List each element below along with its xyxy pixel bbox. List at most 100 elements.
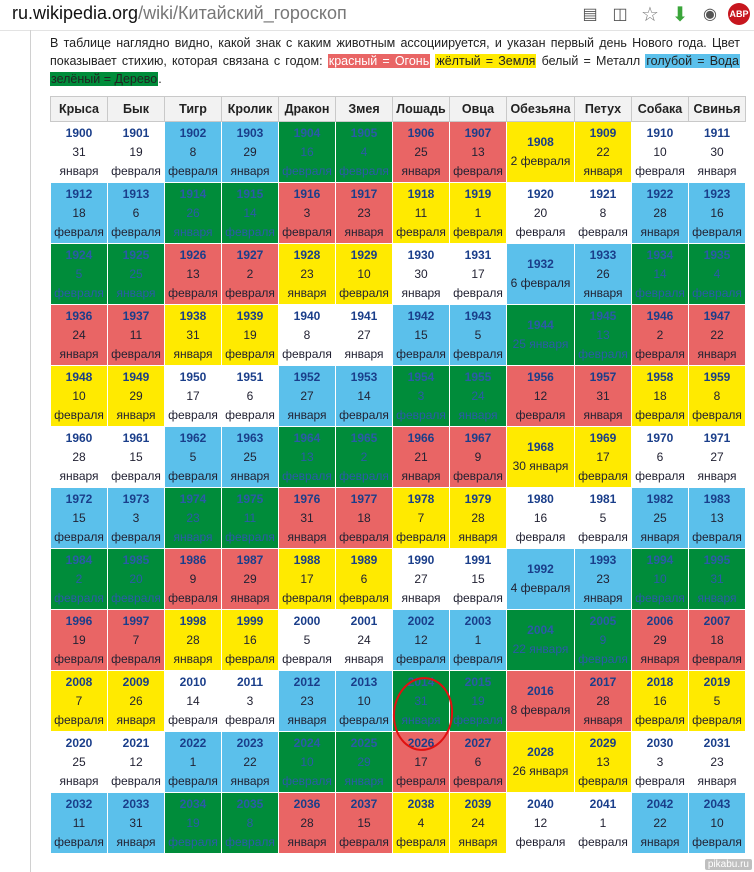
- year-link[interactable]: 1990: [407, 552, 435, 567]
- year-link[interactable]: 1934: [646, 247, 674, 262]
- year-link[interactable]: 1951: [236, 369, 264, 384]
- year-link[interactable]: 1966: [407, 430, 435, 445]
- year-link[interactable]: 1952: [293, 369, 321, 384]
- year-link[interactable]: 2026: [407, 735, 435, 750]
- star-icon[interactable]: ☆: [641, 3, 659, 26]
- year-link[interactable]: 2037: [350, 796, 378, 811]
- year-link[interactable]: 1915: [236, 186, 264, 201]
- year-link[interactable]: 1940: [293, 308, 321, 323]
- year-link[interactable]: 1950: [179, 369, 207, 384]
- year-link[interactable]: 1948: [65, 369, 93, 384]
- year-link[interactable]: 1980: [527, 491, 554, 506]
- year-link[interactable]: 1981: [589, 491, 617, 506]
- year-link[interactable]: 1965: [350, 430, 378, 445]
- year-link[interactable]: 1900: [65, 125, 93, 140]
- year-link[interactable]: 1926: [179, 247, 207, 262]
- year-link[interactable]: 1976: [293, 491, 321, 506]
- year-link[interactable]: 1973: [122, 491, 150, 506]
- year-link[interactable]: 1944: [527, 318, 554, 332]
- year-link[interactable]: 2023: [236, 735, 264, 750]
- year-link[interactable]: 1996: [65, 613, 93, 628]
- year-link[interactable]: 2007: [703, 613, 731, 628]
- year-link[interactable]: 1923: [703, 186, 731, 201]
- year-link[interactable]: 1910: [646, 125, 674, 140]
- year-link[interactable]: 2010: [179, 674, 207, 689]
- year-link[interactable]: 2024: [293, 735, 321, 750]
- year-link[interactable]: 2036: [293, 796, 321, 811]
- year-link[interactable]: 1928: [293, 247, 321, 262]
- year-link[interactable]: 1935: [703, 247, 731, 262]
- year-link[interactable]: 1964: [293, 430, 321, 445]
- year-link[interactable]: 2042: [646, 796, 674, 811]
- year-link[interactable]: 2019: [703, 674, 731, 689]
- year-link[interactable]: 2008: [65, 674, 93, 689]
- address-bar[interactable]: ru.wikipedia.org/wiki/Китайский_гороскоп: [12, 3, 347, 24]
- year-link[interactable]: 1978: [407, 491, 435, 506]
- year-link[interactable]: 2000: [293, 613, 321, 628]
- year-link[interactable]: 1914: [179, 186, 207, 201]
- year-link[interactable]: 1904: [293, 125, 321, 140]
- year-link[interactable]: 1927: [236, 247, 264, 262]
- year-link[interactable]: 1963: [236, 430, 264, 445]
- download-icon[interactable]: ⬇: [671, 3, 689, 26]
- proxy-off-icon[interactable]: ◉: [703, 6, 717, 23]
- year-link[interactable]: 2011: [236, 674, 264, 689]
- year-link[interactable]: 1906: [407, 125, 435, 140]
- year-link[interactable]: 2025: [350, 735, 378, 750]
- year-link[interactable]: 1956: [527, 369, 554, 384]
- year-link[interactable]: 1918: [407, 186, 435, 201]
- year-link[interactable]: 1913: [122, 186, 150, 201]
- year-link[interactable]: 1986: [179, 552, 207, 567]
- year-link[interactable]: 1916: [293, 186, 321, 201]
- year-link[interactable]: 2009: [122, 674, 150, 689]
- year-link[interactable]: 2031: [703, 735, 731, 750]
- year-link[interactable]: 1999: [236, 613, 264, 628]
- year-link[interactable]: 1937: [122, 308, 150, 323]
- year-link[interactable]: 1933: [589, 247, 617, 262]
- year-link[interactable]: 2027: [464, 735, 492, 750]
- year-link[interactable]: 1930: [407, 247, 435, 262]
- year-link[interactable]: 2021: [122, 735, 150, 750]
- year-link[interactable]: 1997: [122, 613, 150, 628]
- year-link[interactable]: 1991: [464, 552, 492, 567]
- year-link[interactable]: 1936: [65, 308, 93, 323]
- year-link[interactable]: 1954: [407, 369, 435, 384]
- year-link[interactable]: 2034: [179, 796, 207, 811]
- year-link[interactable]: 2039: [464, 796, 492, 811]
- year-link[interactable]: 1968: [527, 440, 554, 454]
- year-link[interactable]: 1925: [122, 247, 150, 262]
- year-link[interactable]: 1939: [236, 308, 264, 323]
- year-link[interactable]: 2022: [179, 735, 207, 750]
- year-link[interactable]: 2012: [293, 674, 321, 689]
- year-link[interactable]: 2005: [589, 613, 617, 628]
- year-link[interactable]: 1921: [589, 186, 617, 201]
- year-link[interactable]: 1945: [589, 308, 617, 323]
- year-link[interactable]: 1903: [236, 125, 264, 140]
- year-link[interactable]: 1957: [589, 369, 617, 384]
- year-link[interactable]: 1958: [646, 369, 674, 384]
- year-link[interactable]: 2020: [65, 735, 93, 750]
- year-link[interactable]: 1908: [527, 135, 554, 149]
- year-link[interactable]: 2030: [646, 735, 674, 750]
- page-icon[interactable]: ◫: [612, 6, 628, 23]
- year-link[interactable]: 1975: [236, 491, 264, 506]
- year-link[interactable]: 2004: [527, 623, 554, 637]
- year-link[interactable]: 1943: [464, 308, 492, 323]
- year-link[interactable]: 1985: [122, 552, 150, 567]
- year-link[interactable]: 1972: [65, 491, 93, 506]
- year-link[interactable]: 1924: [65, 247, 93, 262]
- year-link[interactable]: 2002: [407, 613, 435, 628]
- year-link[interactable]: 2038: [407, 796, 435, 811]
- year-link[interactable]: 1983: [703, 491, 731, 506]
- year-link[interactable]: 1917: [350, 186, 378, 201]
- year-link[interactable]: 2006: [646, 613, 674, 628]
- year-link[interactable]: 1995: [703, 552, 731, 567]
- year-link[interactable]: 1941: [350, 308, 378, 323]
- year-link[interactable]: 2003: [464, 613, 492, 628]
- year-link[interactable]: 1987: [236, 552, 264, 567]
- year-link[interactable]: 1907: [464, 125, 492, 140]
- year-link[interactable]: 1962: [179, 430, 207, 445]
- year-link[interactable]: 1938: [179, 308, 207, 323]
- year-link[interactable]: 1901: [122, 125, 150, 140]
- year-link[interactable]: 2028: [527, 745, 554, 759]
